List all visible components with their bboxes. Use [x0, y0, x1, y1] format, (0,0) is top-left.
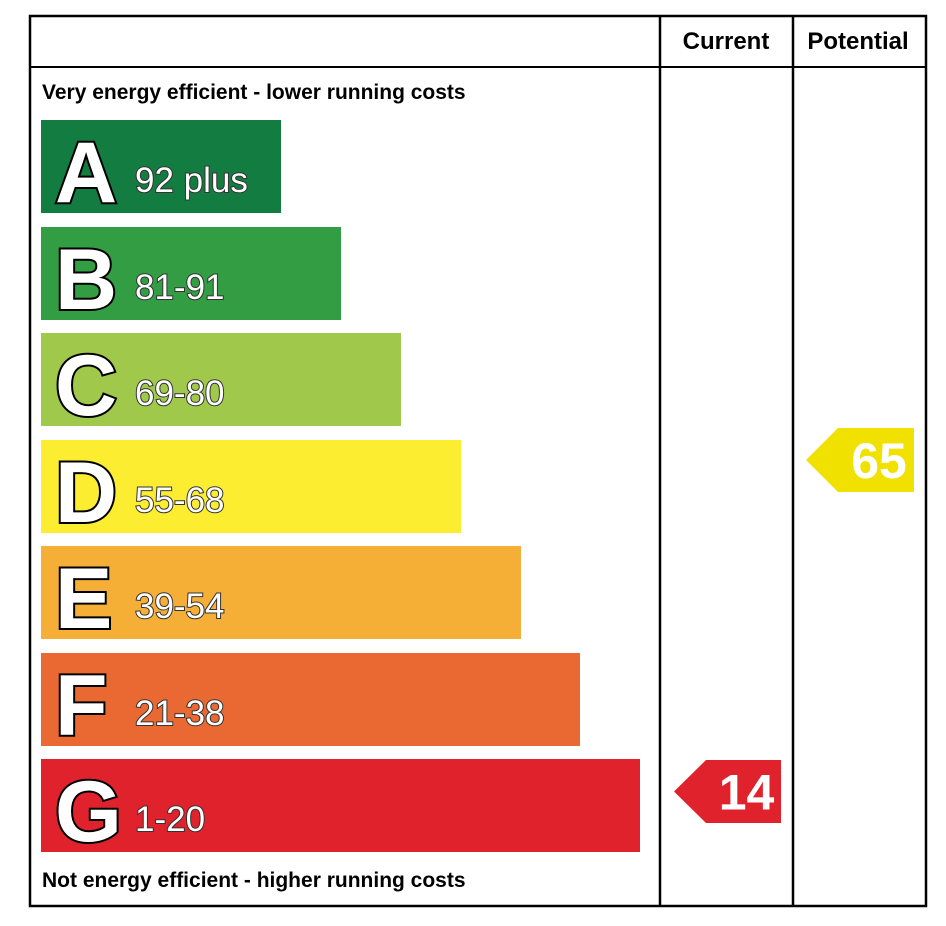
band-g: G 1-20 — [41, 759, 640, 862]
band-bar — [41, 546, 521, 639]
band-letter: D — [55, 445, 117, 541]
band-letter: A — [55, 125, 117, 221]
top-note: Very energy efficient - lower running co… — [42, 81, 466, 104]
band-bar — [41, 653, 580, 746]
band-range: 69-80 — [135, 374, 225, 413]
current-column-header: Current — [683, 28, 770, 55]
band-range: 21-38 — [135, 694, 225, 733]
band-range: 55-68 — [135, 481, 225, 520]
band-letter: B — [55, 232, 117, 328]
potential-arrow — [806, 428, 914, 492]
band-f: F 21-38 — [41, 653, 580, 756]
band-a: A 92 plus — [41, 120, 281, 223]
band-e: E 39-54 — [41, 546, 521, 649]
band-letter: F — [55, 658, 108, 754]
current-rating-marker: 14 — [674, 760, 781, 823]
current-rating-value: 14 — [719, 765, 775, 821]
band-range: 81-91 — [135, 268, 225, 307]
potential-column-header: Potential — [807, 28, 908, 55]
band-letter: C — [55, 338, 117, 434]
band-range: 39-54 — [135, 587, 225, 626]
band-c: C 69-80 — [41, 333, 401, 436]
band-letter: E — [55, 551, 112, 647]
band-bar — [41, 759, 640, 852]
band-range: 92 plus — [135, 161, 248, 200]
band-bar — [41, 120, 281, 213]
potential-rating-marker: 65 — [806, 428, 914, 492]
potential-rating-value: 65 — [851, 433, 907, 489]
band-b: B 81-91 — [41, 227, 341, 330]
band-letter: G — [55, 764, 122, 860]
band-d: D 55-68 — [41, 440, 461, 543]
chart-frame — [28, 14, 928, 908]
band-bar — [41, 333, 401, 426]
bottom-note: Not energy efficient - higher running co… — [42, 869, 466, 892]
band-bar — [41, 440, 461, 533]
band-bar — [41, 227, 341, 320]
current-arrow — [674, 760, 781, 823]
band-range: 1-20 — [135, 800, 205, 839]
